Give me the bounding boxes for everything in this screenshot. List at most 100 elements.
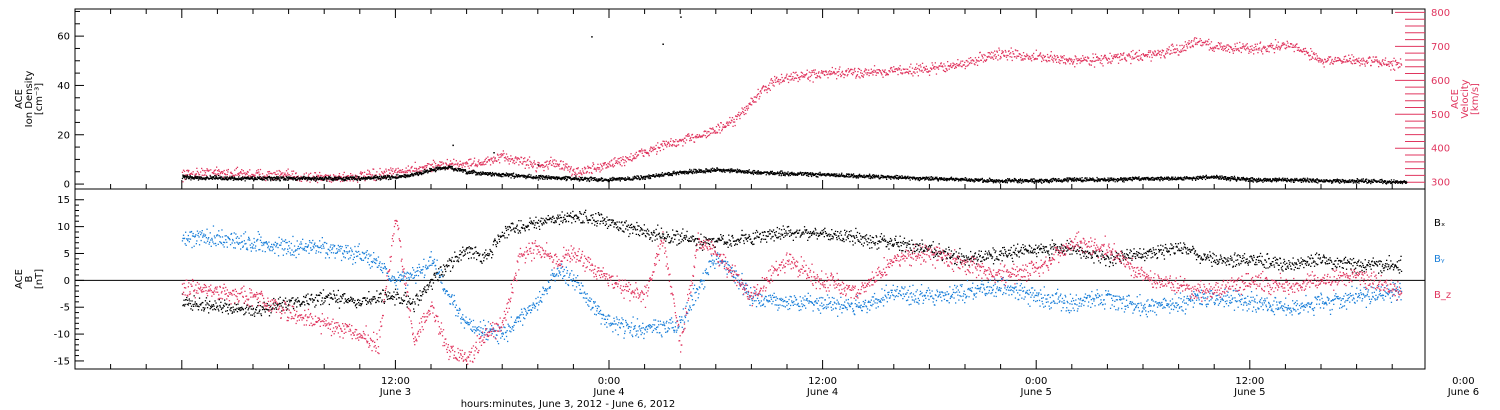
density-series-point: [771, 171, 773, 173]
density-series-point: [662, 174, 664, 176]
density-series-point: [753, 169, 755, 172]
density-series-point: [667, 174, 669, 176]
density-series-point: [404, 174, 406, 176]
velocity-series-point: [187, 169, 189, 171]
velocity-series-point: [447, 164, 449, 166]
density-series-point: [759, 171, 761, 173]
density-series-point: [643, 178, 646, 180]
velocity-series-point: [1159, 54, 1161, 56]
velocity-series-point: [759, 95, 761, 98]
velocity-series-point: [817, 75, 819, 78]
velocity-series-point: [707, 130, 709, 133]
velocity-series-point: [871, 70, 873, 73]
density-series-point: [971, 179, 974, 181]
density-series-point: [669, 173, 671, 175]
velocity-series-point: [526, 159, 529, 162]
density-series-point: [440, 167, 442, 169]
velocity-series-point: [1133, 57, 1136, 59]
density-series-point: [528, 176, 530, 178]
velocity-series-point: [845, 70, 847, 72]
velocity-series-point: [1264, 46, 1267, 48]
density-series-point: [326, 178, 328, 180]
density-series-point: [435, 166, 437, 169]
velocity-series-point: [1004, 49, 1006, 52]
density-series-point: [614, 179, 616, 181]
velocity-series-point: [1033, 52, 1035, 55]
velocity-series-point: [840, 74, 843, 77]
velocity-series-point: [466, 162, 468, 164]
velocity-series-point: [1204, 41, 1206, 44]
velocity-series-point: [194, 176, 196, 178]
velocity-series-point: [214, 169, 217, 171]
density-series-point: [721, 171, 724, 173]
velocity-series-point: [1332, 63, 1334, 65]
velocity-series-point: [542, 166, 544, 168]
velocity-series-point: [576, 173, 578, 175]
density-series-point: [1046, 179, 1049, 182]
density-series-point: [875, 176, 877, 178]
velocity-series-point: [285, 170, 288, 172]
density-series-point: [836, 173, 838, 175]
density-series-point: [1127, 179, 1129, 181]
velocity-series-point: [1302, 51, 1304, 53]
velocity-series-point: [508, 158, 510, 160]
velocity-series-point: [641, 152, 643, 154]
velocity-series-point: [532, 165, 534, 167]
density-tick-label: 40: [57, 81, 70, 92]
velocity-series-point: [1229, 45, 1231, 48]
velocity-series-point: [996, 50, 998, 52]
density-series-point: [832, 173, 835, 175]
density-series-point: [643, 176, 645, 178]
density-series-point: [604, 179, 606, 181]
density-series-point: [342, 177, 344, 179]
velocity-series-point: [1215, 47, 1217, 49]
density-series-point: [788, 173, 790, 176]
density-series-point: [794, 173, 796, 175]
velocity-series-point: [287, 172, 289, 174]
velocity-series-point: [1047, 60, 1050, 62]
density-series-point: [313, 176, 315, 178]
velocity-series-point: [674, 145, 676, 147]
density-series-point: [1085, 177, 1087, 179]
velocity-series-point: [1089, 64, 1091, 66]
velocity-series-point: [373, 168, 375, 170]
density-series-point: [389, 176, 391, 178]
density-series-point: [600, 177, 603, 179]
velocity-series-point: [933, 66, 935, 68]
density-series-point: [343, 180, 345, 182]
velocity-series-point: [1153, 53, 1155, 55]
density-series-point: [915, 178, 918, 180]
density-series-point: [538, 176, 540, 178]
density-series-point: [788, 175, 790, 177]
density-series-point: [747, 170, 749, 172]
velocity-series-point: [749, 102, 751, 104]
density-series-point: [491, 171, 494, 174]
velocity-series-point: [980, 59, 982, 61]
velocity-series-point: [1365, 61, 1367, 63]
density-series-point: [953, 178, 955, 180]
velocity-series-point: [417, 170, 419, 173]
density-series-point: [459, 169, 462, 172]
density-series-point: [1041, 182, 1043, 184]
velocity-series-point: [743, 113, 745, 116]
velocity-series-point: [920, 66, 922, 68]
velocity-series-point: [1371, 59, 1373, 62]
density-series-point: [621, 177, 624, 179]
velocity-series-point: [804, 74, 806, 77]
velocity-series-point: [388, 169, 390, 171]
density-series-point: [868, 177, 870, 179]
density-series-point: [426, 169, 428, 171]
velocity-series-point: [1033, 58, 1035, 61]
velocity-series-point: [880, 71, 882, 74]
velocity-series-point: [525, 161, 527, 163]
density-series-point: [244, 177, 247, 180]
density-series-point: [1096, 180, 1098, 183]
density-series-point: [388, 175, 390, 177]
velocity-series-point: [452, 164, 454, 166]
density-series-point: [395, 177, 397, 179]
velocity-series-point: [622, 156, 624, 158]
velocity-series-point: [785, 75, 788, 77]
density-series-point: [700, 169, 703, 171]
density-series-point: [297, 178, 299, 180]
velocity-series-point: [1307, 51, 1309, 54]
